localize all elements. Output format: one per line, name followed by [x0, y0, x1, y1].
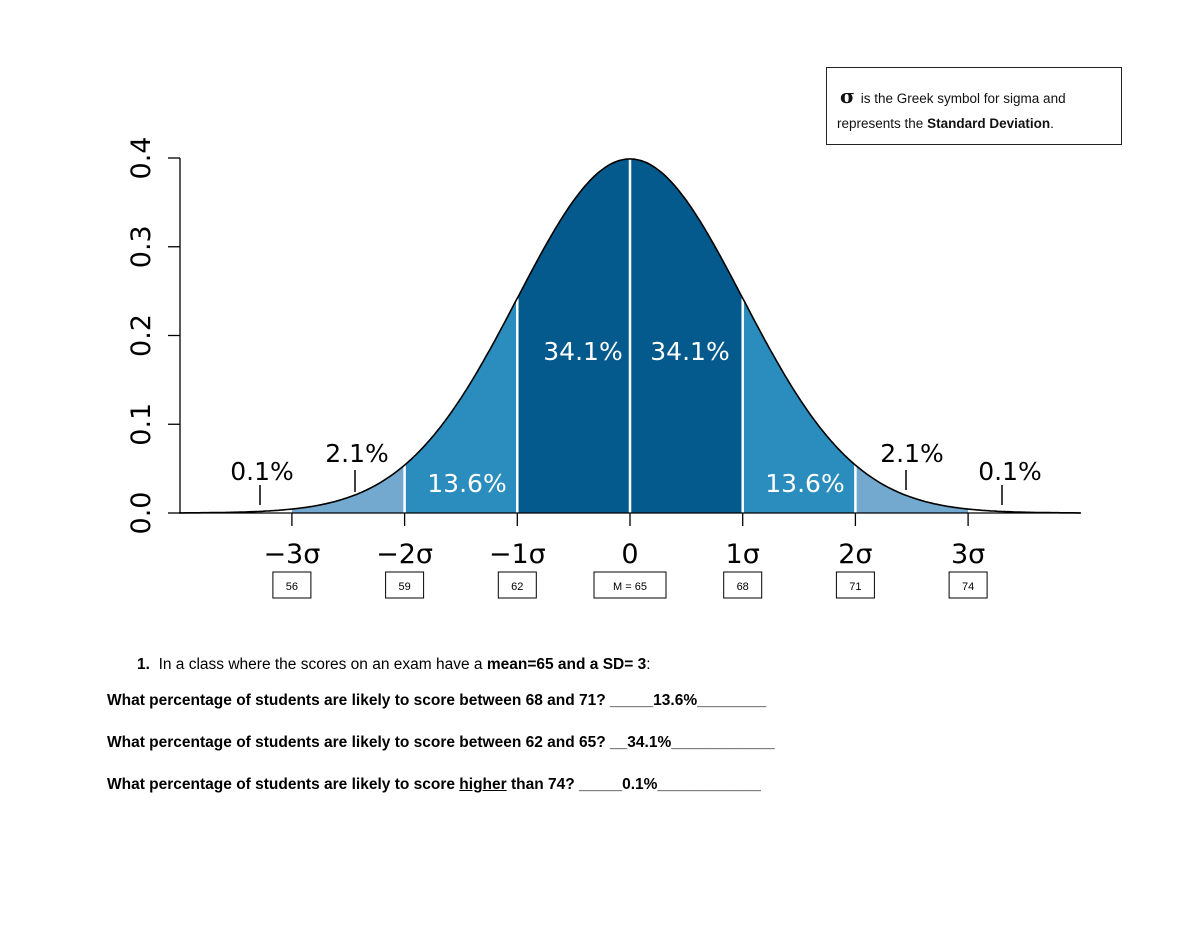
segment-area-0	[291, 465, 405, 513]
segment-area-3	[630, 158, 743, 513]
score-box	[272, 571, 312, 599]
score-label: 56	[286, 581, 298, 593]
score-box	[593, 571, 667, 599]
density-curve	[179, 158, 1081, 514]
intro-text: In a class where the scores on an exam h…	[158, 656, 487, 673]
question-text: than 74?	[506, 776, 580, 793]
normal-distribution-chart: 0.0 0.1 0.2 0.3 0.4 −3σ 56 −2σ 59 −1σ 62 0 M = 65 1σ 6…	[126, 137, 1081, 599]
x-tick-label: 2σ	[838, 539, 872, 570]
score-label: 59	[398, 581, 410, 593]
question-line-2: What percentage of students are likely t…	[107, 734, 775, 752]
answer: __34.1%____________	[610, 734, 775, 751]
segment-percent-label: 34.1%	[543, 337, 622, 366]
score-box	[948, 571, 988, 599]
y-tick-label: 0.2	[126, 314, 157, 357]
x-tick-label: −1σ	[489, 539, 546, 570]
segment-area-2	[517, 158, 630, 513]
score-box	[385, 571, 425, 599]
segment-percent-label: 34.1%	[650, 337, 729, 366]
note-bold: Standard Deviation	[927, 116, 1051, 131]
question-text: What percentage of students are likely t…	[107, 776, 460, 793]
note-line2: represents the	[837, 116, 928, 131]
score-box	[497, 571, 537, 599]
tail-percent-label: 0.1%	[978, 457, 1042, 486]
segment-percent-label: 13.6%	[427, 469, 506, 498]
y-tick-label: 0.0	[126, 492, 157, 535]
x-tick-label: 1σ	[726, 539, 760, 570]
note-line1: is the Greek symbol for sigma and	[860, 91, 1066, 106]
score-label: 74	[962, 581, 974, 593]
segment-percent-label: 2.1%	[880, 439, 944, 468]
answer: _____0.1%____________	[579, 776, 761, 793]
x-tick-label: −3σ	[263, 539, 320, 570]
question-text: What percentage of students are likely t…	[107, 692, 611, 709]
y-tick-label: 0.4	[126, 137, 157, 180]
sigma-symbol: σ	[840, 84, 855, 108]
x-tick-label: 0	[621, 539, 638, 570]
y-tick-label: 0.3	[126, 225, 157, 268]
question-line-3: What percentage of students are likely t…	[107, 776, 761, 794]
sigma-note-box: σ is the Greek symbol for sigma and repre…	[826, 67, 1122, 145]
question-intro: 1. In a class where the scores on an exa…	[137, 656, 651, 674]
segment-percent-label: 2.1%	[325, 439, 389, 468]
intro-suffix: :	[646, 656, 651, 673]
question-line-1: What percentage of students are likely t…	[107, 692, 766, 710]
tail-percent-label: 0.1%	[230, 457, 294, 486]
question-text: What percentage of students are likely t…	[107, 734, 611, 751]
underlined-word: higher	[459, 776, 507, 793]
score-label: M = 65	[613, 581, 647, 593]
score-label: 68	[737, 581, 749, 593]
x-tick-label: 3σ	[951, 539, 985, 570]
score-box	[723, 571, 763, 599]
intro-bold: mean=65 and a SD= 3	[486, 656, 647, 673]
score-box	[835, 571, 875, 599]
answer: _____13.6%________	[610, 692, 767, 709]
note-suffix: .	[1050, 116, 1054, 131]
x-tick-label: −2σ	[376, 539, 433, 570]
segment-area-5	[855, 465, 969, 513]
question-number: 1.	[137, 656, 150, 673]
score-label: 62	[511, 581, 523, 593]
segment-percent-label: 13.6%	[765, 469, 844, 498]
score-label: 71	[849, 581, 861, 593]
y-tick-label: 0.1	[126, 403, 157, 446]
